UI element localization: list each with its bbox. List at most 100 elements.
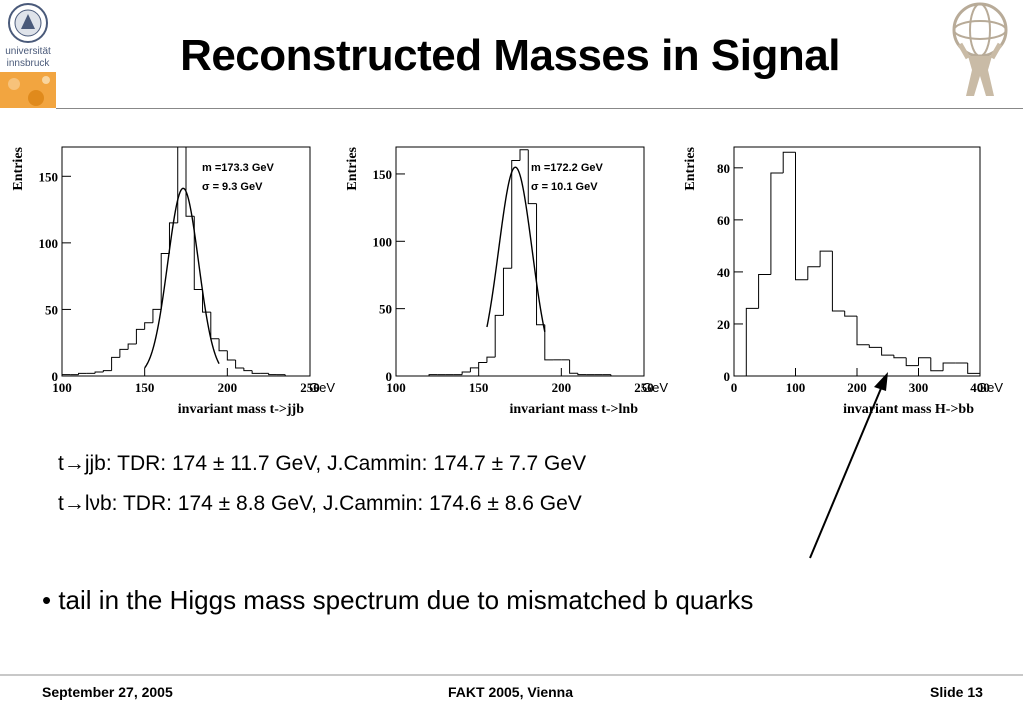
footer-divider [0,674,1023,676]
chart-3: 0 20 40 60 80 0 100 200 300 400 invariant mass H->… [683,146,1003,417]
histogram-bin [881,347,894,356]
histogram-bin [807,266,821,280]
arrow-annotation [809,372,888,559]
footer-event: FAKT 2005, Vienna [448,684,574,700]
x-tick-label: 0 [731,380,738,395]
y-tick-label: 0 [52,369,59,384]
histogram-bin [486,356,496,363]
x-tick-label: 200 [552,380,572,395]
y-tick-label: 0 [724,369,731,384]
histogram-bin [782,151,796,174]
university-seal-icon: universität innsbruck [0,0,56,108]
fit-annotation: σ = 10.1 GeV [531,181,598,193]
title-divider [56,108,1023,109]
histogram-bin [119,348,129,358]
logo-text-line2: innsbruck [7,58,51,69]
y-axis-label: Entries [345,146,360,190]
y-tick-label: 0 [386,369,393,384]
histogram-bin [831,251,845,312]
histogram-bin [795,152,808,281]
histogram-bin [61,374,71,376]
histogram-bin [519,149,529,161]
gaussian-fit-curve [144,187,220,369]
y-tick-label: 20 [717,317,730,332]
university-logo: universität innsbruck [0,0,56,108]
histogram-bin [127,343,137,350]
footer-date: September 27, 2005 [42,684,173,700]
histogram-bin [544,324,554,361]
x-tick-label: 200 [218,380,238,395]
y-axis-label: Entries [683,146,698,190]
histogram-bin [469,367,479,372]
histogram-bin [144,322,153,330]
y-tick-label: 150 [39,169,59,184]
y-tick-label: 100 [373,234,393,249]
histogram-bin [868,344,882,348]
histogram-bin [770,172,784,275]
x-tick-label: 300 [909,380,929,395]
histogram-bin [758,274,771,309]
histogram-bin [745,307,759,376]
footer-slide-number: Slide 13 [930,684,983,700]
x-tick-label: 150 [469,380,489,395]
y-tick-label: 40 [717,265,730,280]
x-tick-label: 250 [300,380,320,395]
histogram-bin [251,370,261,374]
histogram-bin [284,374,294,377]
page-title: Reconstructed Masses in Signal [180,31,840,80]
histogram-bin [569,359,578,374]
histogram-bin [461,371,471,375]
y-tick-label: 60 [717,213,730,228]
x-tick-label: 150 [135,380,155,395]
histogram-bin [942,362,956,371]
histogram-bin [577,373,587,376]
chart-1: 0 50 100 150 100 150 200 250 m =173.3 GeV σ = 9.3… [11,146,335,417]
histogram-bin [844,310,857,317]
histogram-bin [168,222,178,254]
histogram-bin [893,355,907,359]
histogram-bin [930,357,944,372]
histogram-bin [819,250,833,267]
histogram-bin [160,253,170,310]
x-axis-unit: GeV [977,380,1003,395]
result-line-lnb: t→lνb: TDR: 174 ± 8.8 GeV, J.Cammin: 174… [58,492,582,515]
atlas-figure-icon [952,2,1008,96]
histogram-bin [527,149,537,205]
y-tick-label: 50 [379,302,392,317]
histogram-bin [967,362,980,374]
histogram-bin [152,308,162,323]
x-axis-label: invariant mass t->lnb [509,402,638,417]
x-axis-unit: GeV [642,380,668,395]
histogram-bin [94,371,104,374]
histogram-bin [268,373,277,376]
chart-2: 0 50 100 150 100 150 200 250 m =172.2 GeV σ = 10.… [345,146,668,417]
x-tick-label: 100 [386,380,406,395]
histogram-bin [78,372,87,375]
fit-annotation: m =172.2 GeV [531,162,604,174]
histogram-bin [226,350,236,361]
histogram-bin [218,338,228,352]
gaussian-fit-curve [486,166,546,332]
histogram-bin [856,316,870,346]
y-tick-label: 100 [39,236,59,251]
y-axis-label: Entries [11,146,26,190]
x-tick-label: 200 [847,380,867,395]
histogram-bin [918,357,931,366]
plot-frame [395,146,645,377]
x-tick-label: 250 [634,380,654,395]
histogram-bin [202,289,211,313]
result-line-jjb: t→jjb: TDR: 174 ± 11.7 GeV, J.Cammin: 17… [58,452,587,475]
histogram-bin [502,267,512,316]
x-tick-label: 400 [970,380,990,395]
fit-annotation: σ = 9.3 GeV [202,181,263,193]
y-tick-label: 150 [373,167,393,182]
logo-text-line1: universität [5,46,51,57]
histogram-bin [610,374,620,377]
histogram-bin [135,328,145,345]
histogram-bin [102,370,112,373]
arrow-head-icon [874,372,888,391]
bullet-text: • tail in the Higgs mass spectrum due to… [42,585,754,615]
histogram-bin [193,216,203,290]
x-tick-label: 100 [52,380,72,395]
